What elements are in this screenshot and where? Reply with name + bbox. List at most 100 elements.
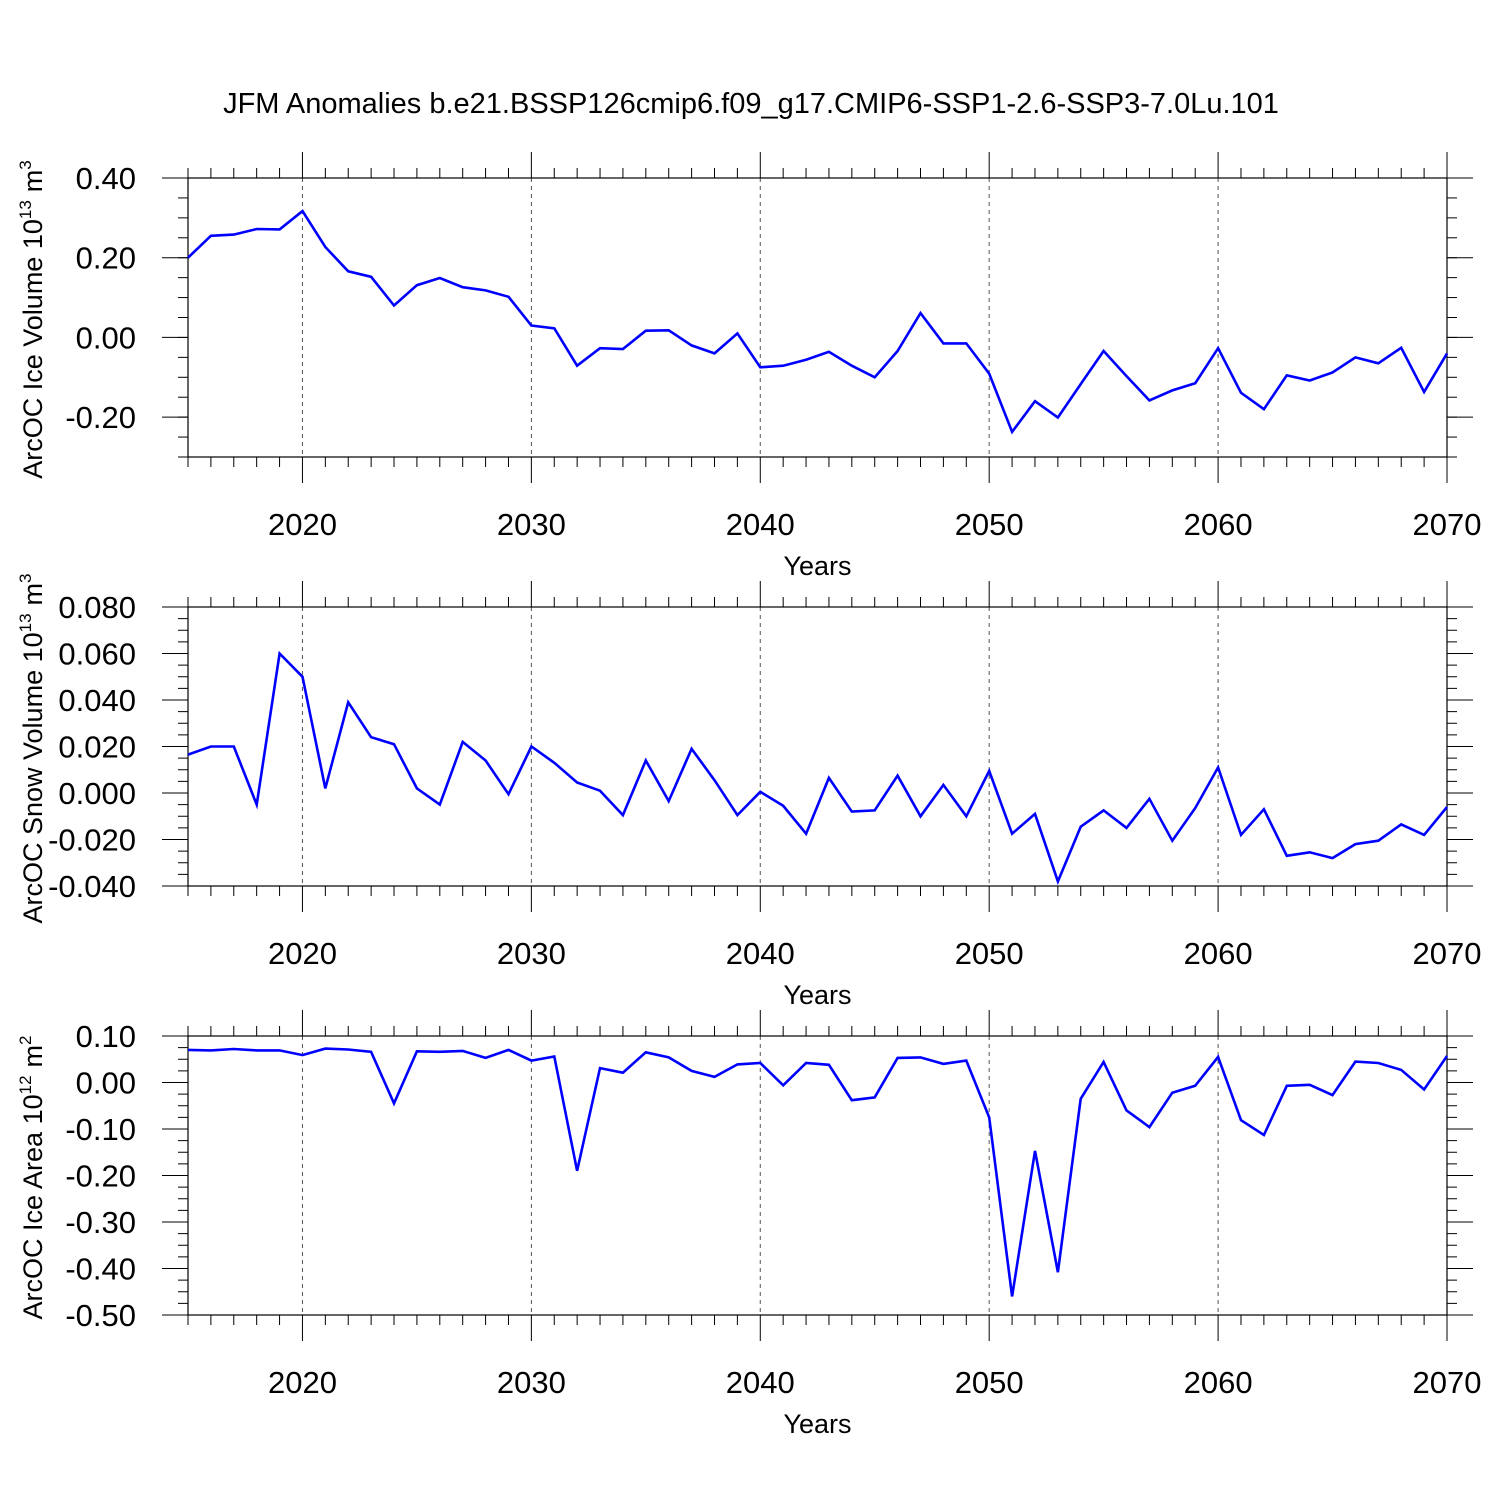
data-point [1331,371,1334,374]
data-point [667,1056,670,1059]
data-point [988,372,991,375]
data-point [576,364,579,367]
data-point [1331,857,1334,860]
data-point [851,1099,854,1102]
y-tick-label: 0.10 [76,1019,136,1054]
data-point [828,1064,831,1067]
y-tick-label: -0.40 [65,1252,136,1287]
data-point [255,228,258,231]
data-point [507,793,510,796]
y-tick-label: -0.50 [65,1298,136,1333]
x-tick-label: 2050 [955,936,1024,971]
data-point [690,1070,693,1073]
data-point [1423,1088,1426,1091]
data-point [988,770,991,773]
x-tick-label: 2060 [1184,1365,1253,1400]
y-tick-label: 0.20 [76,241,136,276]
data-point [713,1076,716,1079]
data-point [530,745,533,748]
data-point [324,246,327,249]
data-point [1057,416,1060,419]
data-point [187,1049,190,1052]
data-point [828,350,831,353]
x-tick-label: 2070 [1413,936,1482,971]
data-point [1171,389,1174,392]
data-point [1102,809,1105,812]
data-point [1354,1060,1357,1063]
y-axis-label-text: ArcOC Snow Volume 10 [18,632,48,923]
data-point [416,284,419,287]
data-point [439,803,442,806]
data-point [416,1050,419,1053]
data-point [782,804,785,807]
y-tick-label: 0.00 [76,1066,136,1101]
x-tick-label: 2030 [497,1365,566,1400]
y-tick-label: 0.040 [58,683,136,718]
data-point [1217,347,1220,350]
data-point [1011,832,1014,835]
y-axis-label-exponent: 12 [16,1075,35,1094]
data-point [1285,854,1288,857]
data-point [896,350,899,353]
data-point [1194,382,1197,385]
data-point [1148,399,1151,402]
data-point [599,347,602,350]
data-point [1331,1094,1334,1097]
data-point [1446,806,1449,809]
data-point [713,352,716,355]
panel-3: 0.10 0.00 -0.10 -0.20 -0.30 -0.40 -0.50 2020 203… [16,1010,1481,1439]
x-tick-label: 2030 [497,507,566,542]
data-point [1217,766,1220,769]
data-point [1308,851,1311,854]
y-tick-label: 0.020 [58,730,136,765]
data-point [599,1067,602,1070]
data-point [530,324,533,327]
data-point [1400,823,1403,826]
data-point [187,753,190,756]
data-point [919,312,922,315]
data-point [370,276,373,279]
data-point [1240,392,1243,395]
data-point [187,256,190,259]
data-point [1171,839,1174,842]
data-point [1011,431,1014,434]
data-point [1263,1134,1266,1137]
data-point [1057,880,1060,883]
data-point [919,815,922,818]
data-point [1034,1150,1037,1153]
data-point [1423,391,1426,394]
data-point [1171,1091,1174,1094]
data-point [301,210,304,213]
data-point [461,741,464,744]
data-point [553,327,556,330]
data-point [622,814,625,817]
data-point [255,803,258,806]
data-point [461,1050,464,1053]
y-tick-label: -0.040 [48,869,136,904]
data-point [347,1048,350,1051]
data-point [622,348,625,351]
x-tick-label: 2070 [1413,507,1482,542]
y-axis-label-text: ArcOC Ice Volume 10 [18,219,48,479]
data-point [1400,1069,1403,1072]
panel-2: 0.080 0.060 0.040 0.020 0.000 -0.020 -0.040 202… [16,573,1481,1010]
data-point [645,329,648,332]
data-point [759,1062,762,1065]
data-point [324,1047,327,1050]
data-point [210,234,213,237]
y-axis-label: ArcOC Ice Area 1012 m2 [16,1036,48,1320]
data-point [255,1049,258,1052]
data-point [1240,834,1243,837]
data-point [553,761,556,764]
y-axis-label-unit: m [18,170,48,193]
y-axis-label-unit-exponent: 3 [16,573,35,582]
data-point [1446,352,1449,355]
data-point [690,344,693,347]
data-point [645,1051,648,1054]
data-point [873,1096,876,1099]
y-axis-label-unit-exponent: 2 [16,1036,35,1045]
data-point [1125,375,1128,378]
data-point [461,286,464,289]
data-point [988,1116,991,1119]
data-point [393,304,396,307]
